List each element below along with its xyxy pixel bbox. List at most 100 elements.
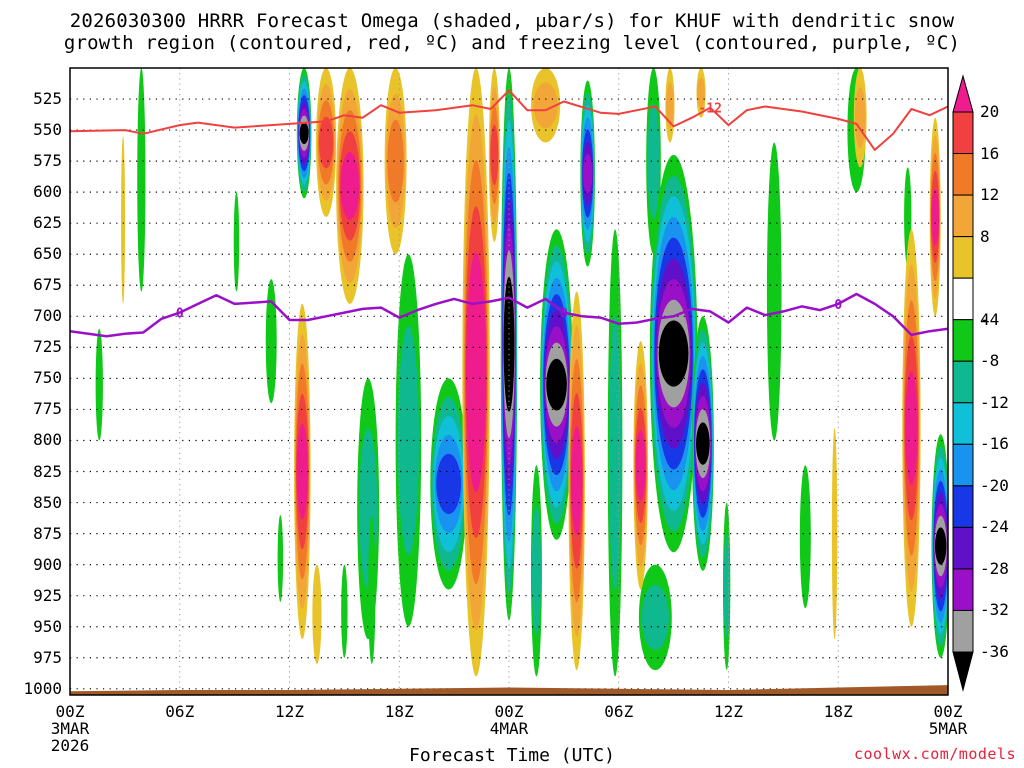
omega-level-20 [296,423,308,520]
omega-cell-sinking-band-00z [488,68,500,242]
omega-level-16 [318,116,334,169]
omega-level--28 [582,153,593,194]
omega-cell-upward-band-18z [395,254,422,627]
omega-level-12 [387,119,404,203]
chart-title-line-1: 2026030300 HRRR Forecast Omega (shaded, … [69,10,955,32]
omega-level-4 [831,428,838,640]
x-tick-label: 06Z [150,703,210,720]
dendritic-growth-contour [70,89,948,151]
colorbar-segment-8-to-12 [952,194,974,238]
omega-cell-upward-core-02z [540,229,574,540]
colorbar-segment--28-to--24 [952,526,974,570]
y-tick-label: 600 [33,182,62,202]
y-tick-label: 700 [33,306,62,326]
omega-cell-sinking-core-12z [294,303,311,640]
omega-level--36 [696,422,710,465]
omega-cell-upward-band-11z [723,502,731,671]
omega-cell-upward-band-16z-green [799,465,811,609]
omega-cell-upward-band-16z-lo [368,514,376,664]
freezing-level-label-2: 0 [834,298,842,313]
freezing-level-label-1: 0 [560,307,568,322]
x-tick-time: 00Z [933,702,963,721]
omega-cell-sinking-core-15z [336,68,364,304]
colorbar-tick-label: -24 [980,517,1009,537]
x-tick-label: 12Z [699,703,759,720]
omega-level--36 [934,527,947,565]
omega-level--4 [233,192,240,292]
omega-level--4 [277,514,284,602]
colorbar-segment-12-to-16 [952,153,974,196]
colorbar-tick-label: -32 [980,600,1009,620]
omega-level-16 [490,124,499,186]
y-tick-label: 825 [33,461,62,481]
omega-level-8 [533,82,558,129]
x-tick-time: 18Z [384,702,414,721]
omega-level-20 [635,429,646,501]
omega-field [95,68,948,677]
colorbar-segment--36-to--32 [952,609,974,653]
omega-cell-upward-core-23z [931,434,948,658]
y-tick-label: 1000 [23,678,62,698]
colorbar-tick-label: 12 [980,185,1000,205]
omega-cell-sinking-core-03z [568,291,585,671]
omega-level--4 [766,142,782,441]
colorbar-segment-16-to-20 [952,111,974,155]
plot-frame [69,67,949,696]
omega-cell-upward-core-04z [580,80,595,267]
y-tick-label: 525 [33,89,62,109]
x-tick-date: 2026 [50,736,90,755]
omega-level--20 [436,453,462,515]
omega-level--4 [265,279,277,404]
omega-cell-sinking-band-02z [530,68,561,143]
omega-level--8 [647,103,660,219]
x-tick-label: 18Z [369,703,429,720]
freezing-level-label-0: 0 [176,307,184,322]
omega-cell-upward-band-02z [95,328,103,441]
omega-cell-sinking-band-12z-lo [831,428,838,640]
omega-level--4 [368,514,376,664]
colorbar-tick-label: 16 [980,143,1000,163]
omega-level-8 [697,77,705,109]
x-tick-time: 12Z [714,702,743,721]
omega-cell-upward-core-13z [296,68,312,199]
x-tick-date: 3MAR [50,719,90,738]
colorbar-tick-label: 4 [980,309,990,329]
y-tick-label: 675 [33,275,62,295]
credit-text: coolwx.com/models [853,745,1016,763]
omega-cell-sinking-band-19z [853,68,867,168]
colorbar-segment--24-to--20 [952,485,974,528]
colorbar-segment--8-to--4 [952,319,974,362]
x-tick-time: 00Z [55,702,85,721]
omega-cell-sinking-band-08z [665,68,675,143]
colorbar-tick-label: 8 [980,226,990,246]
omega-cell-sinking-core-17z [384,68,407,255]
colorbar-segment--12-to--8 [952,360,974,404]
omega-level--8 [641,584,669,650]
omega-cell-upward-core-10z [691,316,714,571]
omega-cell-upward-band-07z-lo [638,564,672,671]
omega-level--4 [341,564,348,658]
omega-level-24 [467,298,486,446]
colorbar-segment--4-to-4 [952,277,974,321]
y-tick-label: 950 [33,616,62,636]
grid [70,68,948,695]
x-tick-label: 12Z [260,703,320,720]
omega-cell-upward-blob-20z [430,378,467,590]
omega-level--8 [609,315,622,591]
y-tick-label: 775 [33,399,62,419]
omega-level--36 [546,358,567,411]
omega-cell-sinking-core-22z [462,68,490,677]
colorbar [952,74,974,692]
omega-level--4 [137,68,146,292]
omega-cell-upward-band-03z [137,68,146,292]
omega-cell-sinking-core-23z [929,117,941,317]
x-tick-time: 06Z [604,702,634,721]
omega-level--36 [299,122,309,145]
dendritic-growth-label: -12 [698,102,721,117]
x-tick-label: 00Z 3MAR 2026 [40,703,100,754]
omega-cell-sinking-band-10z [696,68,706,118]
y-tick-label: 725 [33,337,62,357]
omega-level--8 [397,325,419,556]
colorbar-segment--32-to--28 [952,568,974,611]
